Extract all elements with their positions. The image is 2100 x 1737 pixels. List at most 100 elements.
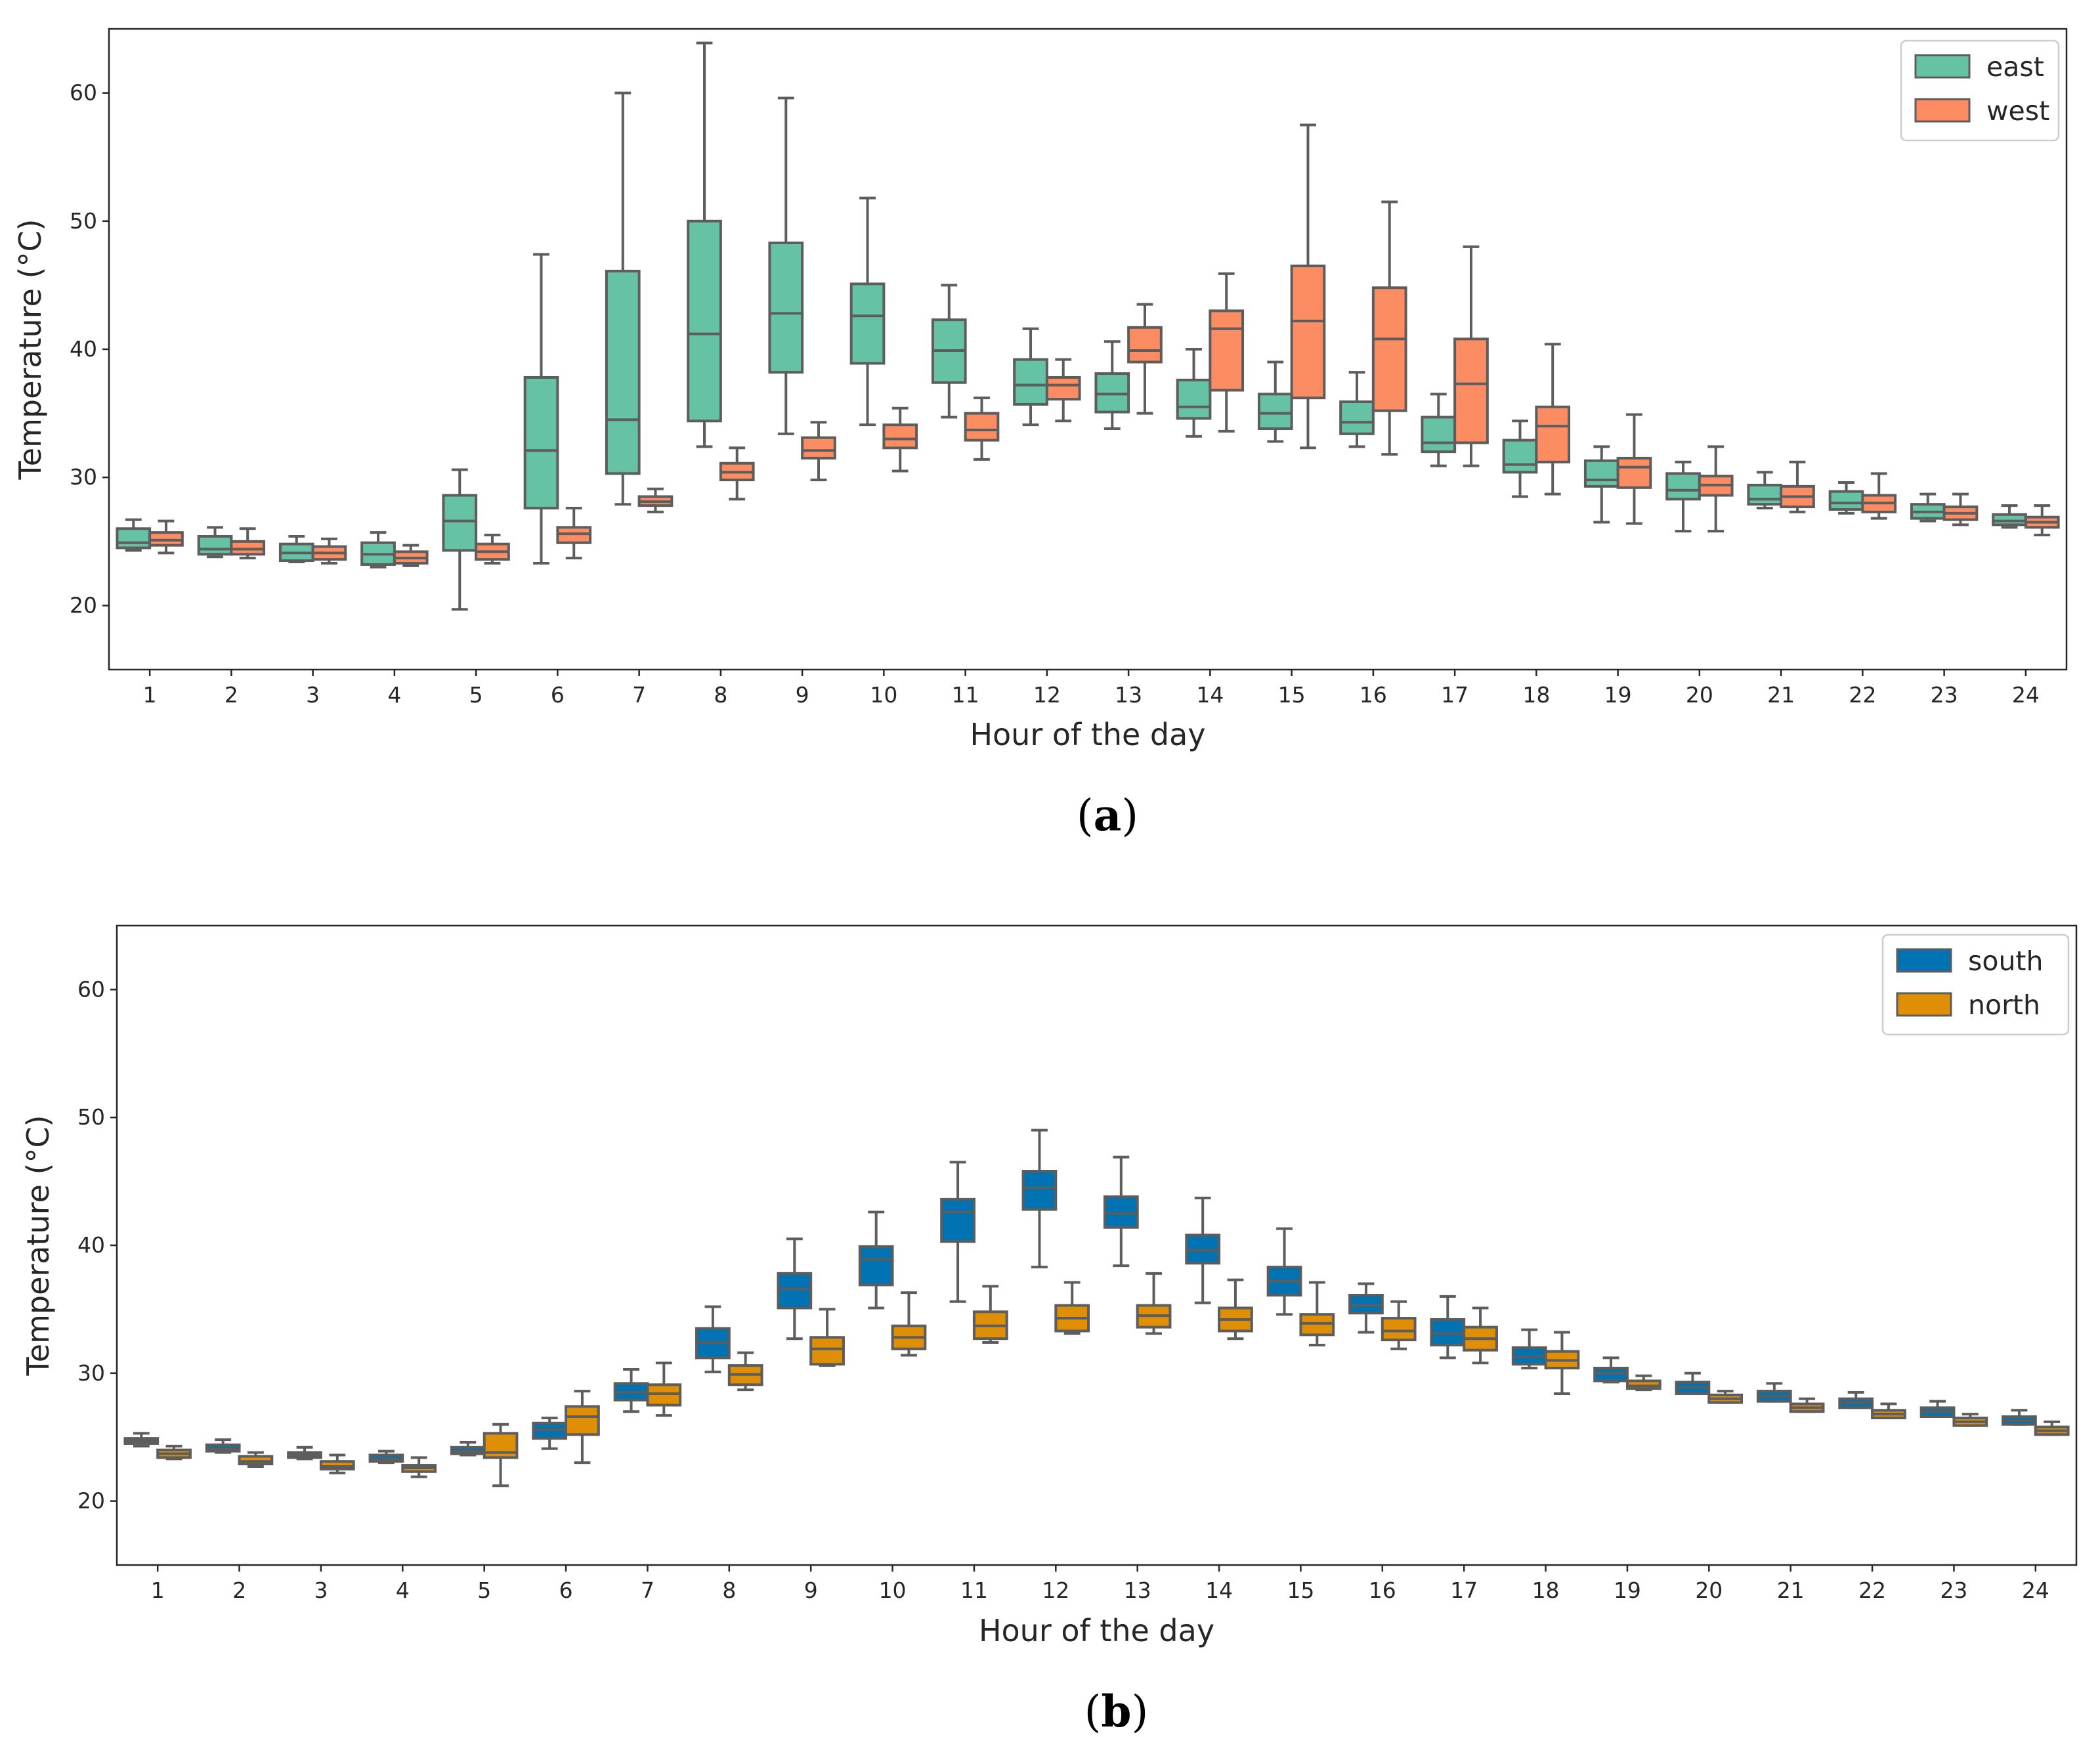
box-south-hour-16 (1348, 1282, 1384, 1334)
box-north-hour-13 (1136, 1272, 1172, 1335)
x-tick-label: 6 (559, 1577, 573, 1603)
box-west-hour-23 (1942, 492, 1979, 526)
x-axis-label: Hour of the day (970, 717, 1205, 752)
box-south-hour-5 (450, 1440, 486, 1457)
box-iqr (1616, 456, 1652, 489)
box-west-hour-17 (1453, 245, 1489, 467)
panel-label-open: ( (1084, 1686, 1102, 1737)
box-east-hour-24 (1992, 504, 2027, 529)
box-east-hour-14 (1176, 348, 1212, 438)
box-north-hour-18 (1544, 1331, 1580, 1395)
x-tick-label: 1 (143, 682, 157, 708)
y-tick-label: 30 (70, 464, 97, 490)
x-tick-label: 24 (2012, 682, 2040, 708)
x-tick-label: 5 (469, 682, 483, 708)
x-tick-label: 18 (1532, 1577, 1560, 1603)
box-north-hour-23 (1952, 1413, 1988, 1427)
x-tick-label: 4 (387, 682, 401, 708)
box-iqr (777, 1272, 813, 1310)
box-west-hour-10 (882, 406, 918, 473)
box-west-hour-8 (719, 446, 755, 501)
x-tick-label: 15 (1287, 1577, 1314, 1603)
box-north-hour-17 (1463, 1306, 1498, 1365)
x-axis-label: Hour of the day (979, 1613, 1214, 1648)
box-iqr (849, 282, 886, 365)
box-north-hour-16 (1381, 1300, 1417, 1350)
box-east-hour-16 (1339, 371, 1375, 448)
box-iqr (1257, 393, 1293, 431)
box-north-hour-6 (565, 1390, 600, 1465)
box-north-hour-8 (727, 1351, 763, 1392)
x-tick-label: 1 (151, 1577, 165, 1603)
x-tick-label: 24 (2022, 1577, 2049, 1603)
box-north-hour-19 (1625, 1374, 1661, 1392)
box-iqr (940, 1197, 975, 1243)
x-tick-label: 17 (1441, 682, 1468, 708)
box-east-hour-4 (360, 531, 396, 568)
x-tick-label: 5 (477, 1577, 491, 1603)
box-south-hour-8 (695, 1305, 731, 1373)
box-iqr (1502, 439, 1538, 474)
y-tick-label: 30 (77, 1360, 105, 1386)
box-west-hour-5 (475, 534, 510, 565)
box-west-hour-20 (1698, 445, 1734, 533)
box-iqr (858, 1245, 894, 1287)
x-tick-label: 13 (1115, 682, 1142, 708)
y-tick-label: 40 (70, 336, 97, 362)
box-south-hour-19 (1593, 1356, 1629, 1384)
legend-swatch-east (1914, 54, 1971, 79)
x-tick-label: 16 (1369, 1577, 1396, 1603)
box-west-hour-11 (964, 397, 1000, 461)
box-north-hour-7 (646, 1362, 682, 1417)
box-south-hour-9 (777, 1237, 813, 1340)
series-east (116, 41, 2027, 611)
box-south-hour-1 (123, 1432, 160, 1448)
box-iqr (605, 269, 641, 475)
box-north-hour-14 (1218, 1278, 1253, 1340)
box-east-hour-13 (1094, 340, 1130, 431)
box-north-hour-24 (2034, 1420, 2070, 1436)
box-iqr (1453, 337, 1489, 444)
series-south (123, 1128, 2037, 1465)
box-south-hour-14 (1185, 1196, 1221, 1304)
box-iqr (482, 1432, 519, 1459)
box-west-hour-6 (556, 507, 592, 560)
y-tick-label: 50 (70, 208, 97, 234)
box-north-hour-3 (319, 1453, 355, 1474)
box-south-hour-21 (1756, 1382, 1792, 1403)
legend: east west (1900, 39, 2060, 142)
legend-label-east: east (1986, 51, 2044, 83)
box-iqr (687, 219, 722, 423)
box-east-hour-10 (849, 196, 886, 427)
box-west-hour-21 (1780, 460, 1815, 513)
panel-label-close: ) (1121, 790, 1138, 841)
box-iqr (964, 412, 1000, 442)
box-south-hour-18 (1511, 1328, 1547, 1370)
box-east-hour-19 (1583, 445, 1619, 524)
box-south-hour-13 (1103, 1155, 1139, 1268)
box-west-hour-2 (230, 527, 266, 560)
x-tick-label: 3 (306, 682, 320, 708)
box-north-hour-10 (891, 1291, 927, 1357)
box-iqr (116, 527, 152, 549)
box-east-hour-17 (1421, 393, 1457, 467)
y-tick-label: 40 (77, 1232, 105, 1258)
x-tick-label: 9 (804, 1577, 818, 1603)
box-east-hour-3 (278, 534, 314, 564)
box-west-hour-13 (1127, 303, 1163, 415)
box-south-hour-2 (205, 1438, 241, 1454)
x-tick-label: 7 (632, 682, 646, 708)
x-tick-label: 10 (879, 1577, 907, 1603)
box-south-hour-4 (368, 1449, 404, 1465)
box-iqr (1339, 400, 1375, 435)
box-east-hour-23 (1910, 492, 1946, 523)
box-iqr (1127, 326, 1163, 364)
box-iqr (565, 1405, 600, 1436)
box-iqr (1665, 472, 1701, 501)
box-iqr (1381, 1317, 1417, 1342)
legend-swatch-west (1914, 98, 1971, 123)
box-iqr (1290, 265, 1326, 400)
legend-swatch-north (1896, 992, 1952, 1017)
